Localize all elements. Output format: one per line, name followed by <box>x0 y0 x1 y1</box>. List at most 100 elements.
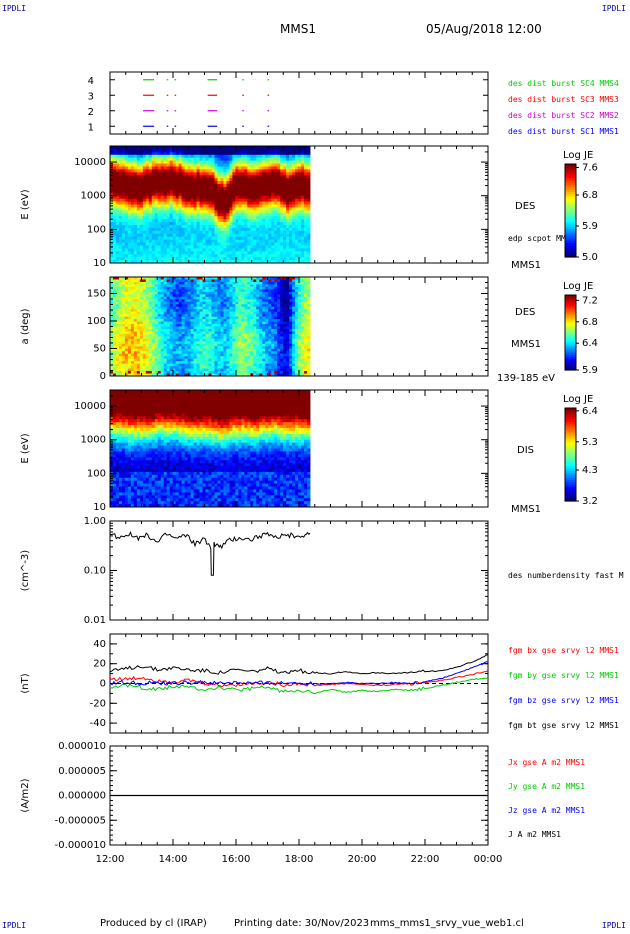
spectrogram-cell <box>274 201 278 205</box>
spectrogram-cell <box>139 306 144 310</box>
spectrogram-cell <box>163 314 168 317</box>
spectrogram-cell <box>229 254 233 258</box>
spectrogram-cell <box>232 224 236 229</box>
spectrogram-cell <box>262 236 266 240</box>
spectrogram-cell <box>241 311 245 315</box>
spectrogram-cell <box>127 314 132 317</box>
spectrogram-cell <box>175 239 180 243</box>
spectrogram-cell <box>235 316 239 320</box>
spectrogram-cell <box>157 306 162 310</box>
spectrogram-cell <box>211 321 215 325</box>
spectrogram-cell <box>142 326 147 330</box>
spectrogram-cell <box>172 341 177 345</box>
spectrogram-cell <box>157 201 162 205</box>
spectrogram-cell <box>151 284 156 288</box>
spectrogram-cell <box>199 219 203 223</box>
spectrogram-cell <box>112 356 117 360</box>
spectrogram-cell <box>145 210 150 214</box>
spectrogram-cell <box>286 166 290 170</box>
spectrogram-cell <box>169 151 174 156</box>
spectrogram-cell <box>286 163 290 167</box>
spectrogram-cell <box>289 186 293 191</box>
spectrogram-cell <box>184 277 189 280</box>
spectrogram-cell <box>208 222 212 226</box>
spectrogram-cell <box>274 160 278 164</box>
spectrogram-cell <box>277 184 281 188</box>
spectrogram-cell <box>193 301 197 305</box>
burst-legend-1: des dist burst SC1 MMS1 <box>508 127 619 136</box>
spectrogram-cell <box>232 304 236 308</box>
spectrogram-cell <box>259 195 263 200</box>
spectrogram-cell <box>211 328 215 332</box>
spectrogram-cell <box>238 351 242 355</box>
spectrogram-cell <box>208 157 212 162</box>
spectrogram-cell <box>196 373 200 377</box>
spectrogram-cell <box>226 257 230 261</box>
spectrogram-cell <box>241 227 245 232</box>
spectrogram-cell <box>130 324 135 327</box>
spectrogram-cell <box>178 181 183 185</box>
spectrogram-cell <box>148 304 153 308</box>
spectrogram-cell <box>202 201 206 205</box>
spectrogram-cell <box>205 324 209 327</box>
spectrogram-cell <box>211 366 215 369</box>
spectrogram-cell <box>241 336 245 340</box>
spectrogram-cell <box>247 157 251 162</box>
spectrogram-cell <box>247 219 251 223</box>
spectrogram-cell <box>241 160 245 164</box>
spectrogram-cell <box>115 343 120 347</box>
spectrogram-cell <box>142 184 147 188</box>
spectrogram-cell <box>184 373 189 377</box>
spectrogram-cell <box>160 251 165 255</box>
spectrogram-cell <box>295 204 299 208</box>
spectrogram-cell <box>247 289 251 293</box>
spectrogram-cell <box>271 210 275 214</box>
spectrogram-cell <box>139 371 144 374</box>
spectrogram-cell <box>253 181 257 185</box>
spectrogram-cell <box>148 289 153 293</box>
spectrogram-cell <box>160 346 165 350</box>
spectrogram-cell <box>151 331 156 335</box>
spectrogram-cell <box>193 368 197 372</box>
spectrogram-cell <box>157 254 162 258</box>
spectrogram-cell <box>154 192 159 197</box>
spectrogram-cell <box>127 351 132 355</box>
spectrogram-cell <box>247 195 251 200</box>
spectrogram-cell <box>247 260 251 264</box>
spectrogram-cell <box>184 314 189 317</box>
spectrogram-cell <box>226 260 230 264</box>
spectrogram-cell <box>226 277 230 280</box>
spectrogram-cell <box>160 213 165 217</box>
spectrogram-cell <box>220 195 224 200</box>
spectrogram-cell <box>220 175 224 179</box>
spectrogram-cell <box>148 363 153 367</box>
spectrogram-cell <box>220 236 224 240</box>
spectrogram-cell <box>280 146 284 150</box>
spectrogram-cell <box>280 219 284 223</box>
spectrogram-cell <box>124 296 129 300</box>
spectrogram-cell <box>193 343 197 347</box>
spectrogram-cell <box>160 224 165 229</box>
spectrogram-cell <box>292 248 296 252</box>
spectrogram-cell <box>172 316 177 320</box>
spectrogram-cell <box>136 311 141 315</box>
spectrogram-cell <box>121 189 126 194</box>
spectrogram-cell <box>157 277 162 280</box>
spectrogram-cell <box>181 219 186 223</box>
spectrogram-cell <box>115 353 120 357</box>
spectrogram-cell <box>271 239 275 243</box>
spectrogram-cell <box>190 230 194 235</box>
spectrogram-cell <box>211 361 215 365</box>
spectrogram-cell <box>256 163 260 167</box>
spectrogram-cell <box>241 281 245 285</box>
spectrogram-cell <box>142 254 147 258</box>
spectrogram-cell <box>265 230 269 235</box>
spectrogram-cell <box>169 163 174 167</box>
spectrogram-cell <box>169 311 174 315</box>
spectrogram-cell <box>241 146 245 150</box>
spectrogram-cell <box>139 175 144 179</box>
spectrogram-cell <box>163 286 168 290</box>
spectrogram-cell <box>112 373 117 377</box>
spectrogram-cell <box>145 248 150 252</box>
spectrogram-cell <box>169 373 174 377</box>
